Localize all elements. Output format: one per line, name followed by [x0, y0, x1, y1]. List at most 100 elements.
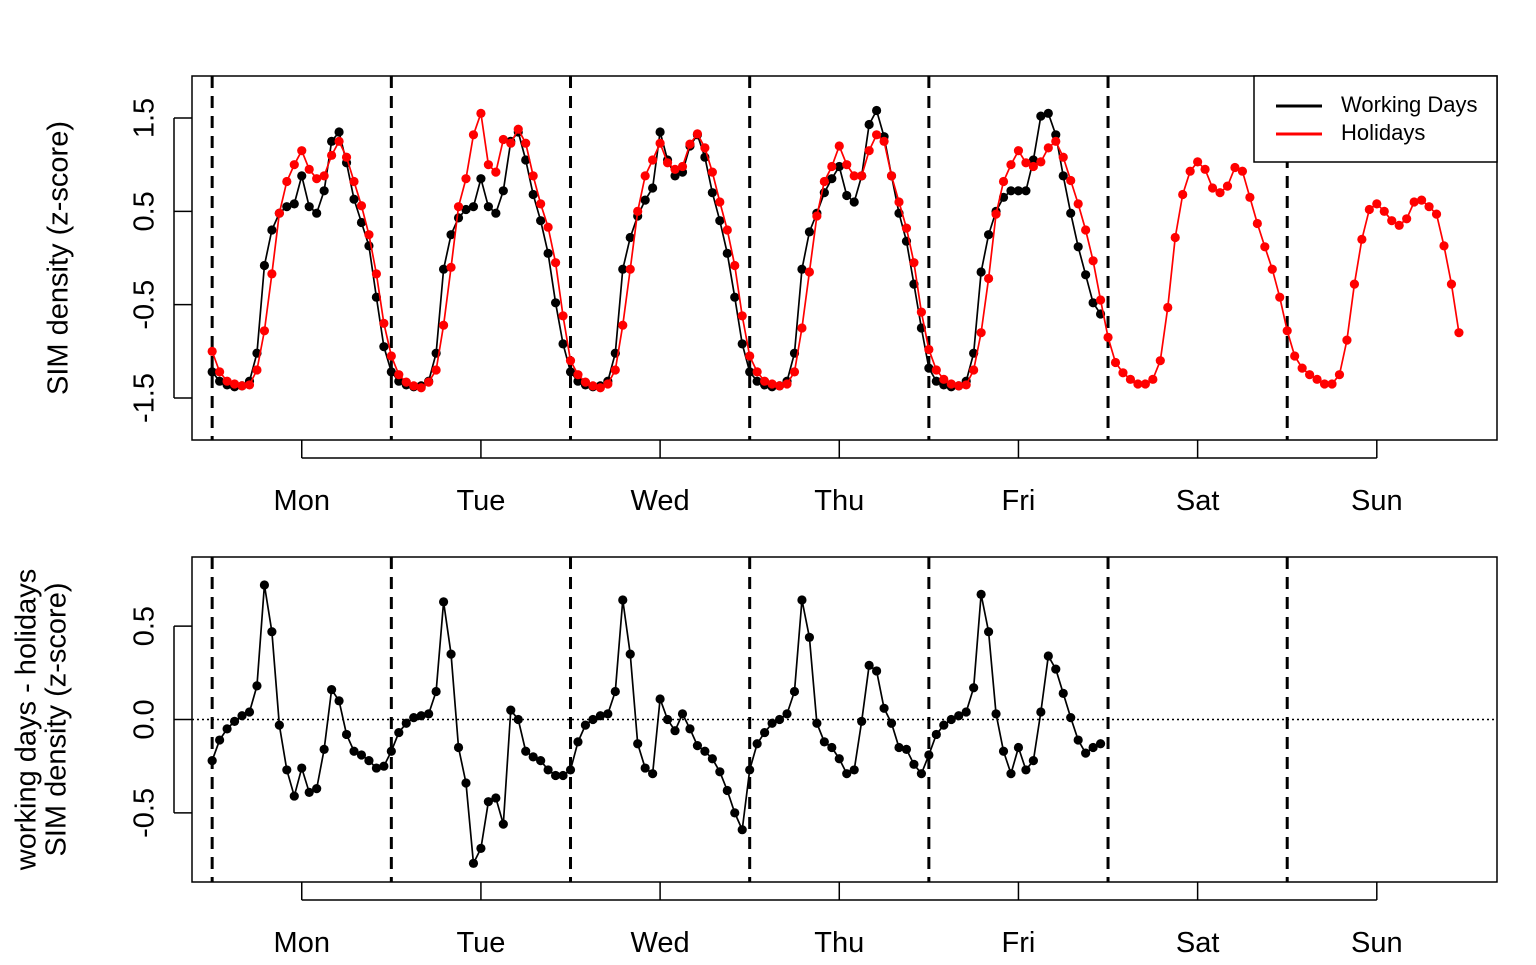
holidays-data-point	[1417, 195, 1427, 205]
holidays-data-point	[1013, 146, 1024, 156]
holidays-data-point	[595, 383, 605, 393]
difference-data-point	[864, 660, 874, 670]
y-axis-title: working days - holidays	[11, 569, 43, 871]
difference-data-point	[536, 755, 546, 766]
difference-data-point	[946, 714, 956, 725]
difference-data-point	[1036, 707, 1046, 717]
holidays-data-point	[349, 176, 359, 187]
holidays-data-point	[1230, 162, 1240, 173]
working-days-data-point	[1006, 186, 1016, 196]
working-days-data-point	[1073, 242, 1083, 252]
holidays-data-point	[834, 141, 844, 151]
difference-data-point	[364, 755, 374, 766]
working-days-data-point	[1058, 171, 1068, 181]
x-tick-label: Fri	[1002, 485, 1036, 517]
difference-data-point	[722, 785, 732, 796]
x-tick-label: Wed	[631, 927, 690, 959]
working-days-data-point	[207, 367, 217, 377]
holidays-data-point	[901, 223, 912, 233]
holidays-data-point	[446, 262, 456, 272]
legend: Working Days Holidays	[1253, 75, 1498, 163]
working-days-data-point	[304, 202, 314, 212]
holidays-data-point	[1058, 152, 1068, 162]
holidays-data-point	[1103, 332, 1113, 342]
difference-data-point	[550, 770, 561, 781]
working-days-data-point	[752, 376, 762, 386]
holidays-data-point	[364, 230, 374, 240]
holidays-data-point	[849, 171, 859, 181]
y-tick-label: -1.5	[129, 373, 161, 423]
holidays-data-point	[1110, 357, 1121, 368]
working-days-data-point	[1028, 155, 1038, 165]
difference-data-point	[334, 696, 344, 706]
holidays-data-point	[1245, 192, 1255, 202]
holidays-data-point	[774, 381, 785, 391]
x-tick-label: Sat	[1176, 927, 1220, 959]
difference-data-point	[901, 744, 912, 754]
difference-data-point	[558, 770, 568, 781]
working-days-data-point	[483, 202, 493, 212]
holidays-data-point	[1066, 175, 1076, 186]
working-days-data-point	[565, 367, 576, 377]
working-days-data-point	[371, 292, 381, 302]
working-days-data-point	[1066, 208, 1076, 218]
difference-data-point	[924, 750, 934, 760]
difference-data-point	[274, 720, 284, 730]
holidays-data-point	[483, 160, 493, 170]
holidays-data-point	[819, 176, 829, 187]
difference-data-point	[476, 843, 486, 853]
working-days-data-point	[446, 230, 456, 240]
working-days-data-point	[864, 119, 874, 130]
top-panel-chart: Mon Tue Wed Thu Fri Sat Sun -1.5 -0.5 0.5 1.5 SIM d…	[43, 75, 1498, 517]
holidays-data-point	[297, 146, 307, 156]
working-days-data-point	[1051, 130, 1061, 140]
holidays-data-point	[1222, 181, 1233, 191]
working-days-data-point	[476, 174, 486, 184]
difference-data-point	[961, 707, 971, 717]
difference-data-point	[312, 784, 322, 794]
holidays-data-point	[431, 365, 441, 375]
difference-data-point	[715, 767, 725, 777]
working-days-data-point	[394, 376, 404, 386]
difference-data-point	[998, 746, 1009, 756]
holidays-data-point	[939, 374, 949, 384]
x-tick-label: Thu	[814, 485, 864, 517]
holidays-data-point	[998, 176, 1009, 187]
holidays-data-point	[1095, 295, 1106, 305]
x-tick-label: Tue	[456, 927, 505, 959]
holidays-data-point	[737, 311, 747, 321]
difference-data-point	[618, 595, 628, 605]
difference-data-point	[752, 739, 762, 749]
difference-data-point	[304, 787, 314, 797]
holidays-data-point	[1252, 218, 1262, 229]
y-tick-label: -0.5	[129, 280, 161, 330]
holidays-data-point	[1267, 264, 1277, 274]
difference-data-point	[1073, 735, 1083, 745]
difference-data-point	[431, 686, 441, 697]
holidays-data-point	[319, 171, 329, 181]
legend-label: Working Days	[1341, 92, 1478, 117]
difference-data-point	[819, 737, 829, 747]
holidays-data-point	[827, 161, 837, 172]
y-tick-label: 1.5	[129, 98, 161, 138]
holidays-data-point	[498, 134, 508, 145]
holidays-data-point	[274, 208, 284, 218]
y-tick-label: 0.5	[129, 606, 161, 646]
x-tick-label: Fri	[1002, 927, 1036, 959]
holidays-data-point	[864, 146, 874, 156]
holidays-data-point	[909, 258, 919, 268]
holidays-data-point	[1342, 335, 1352, 345]
difference-data-point	[468, 858, 479, 868]
holidays-data-point	[1118, 368, 1128, 378]
difference-data-point	[386, 746, 396, 756]
working-days-data-point	[715, 216, 725, 226]
difference-series-line	[211, 584, 1101, 867]
holidays-data-point	[1275, 292, 1285, 302]
difference-data-point	[1013, 742, 1024, 753]
holidays-data-point	[565, 356, 576, 366]
difference-data-point	[610, 686, 620, 697]
holidays-data-point	[707, 167, 717, 177]
holidays-data-point	[1237, 166, 1248, 176]
